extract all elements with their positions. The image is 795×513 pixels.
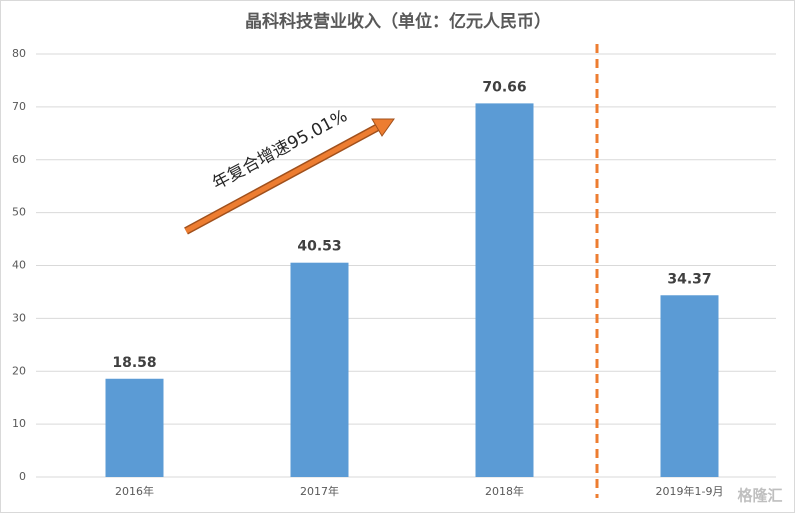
- x-tick-label: 2016年: [115, 484, 154, 498]
- y-tick-label: 50: [12, 206, 26, 219]
- y-tick-label: 40: [12, 259, 26, 272]
- y-tick-label: 0: [19, 470, 26, 483]
- watermark: 格隆汇: [737, 487, 782, 505]
- chart-title: 晶科科技营业收入（单位：亿元人民币）: [245, 11, 551, 32]
- x-tick-label: 2019年1-9月: [656, 484, 724, 498]
- data-label: 40.53: [297, 239, 341, 255]
- bar: [660, 295, 719, 477]
- data-label: 34.37: [667, 271, 711, 287]
- y-tick-label: 80: [12, 47, 26, 60]
- bar: [475, 103, 534, 477]
- data-label: 70.66: [482, 79, 526, 95]
- y-tick-label: 70: [12, 100, 26, 113]
- y-tick-label: 20: [12, 364, 26, 377]
- y-tick-label: 30: [12, 311, 26, 324]
- data-label: 18.58: [112, 355, 156, 371]
- y-tick-label: 60: [12, 153, 26, 166]
- x-tick-label: 2017年: [300, 484, 339, 498]
- growth-arrow: [184, 118, 395, 235]
- arrow-head: [371, 118, 395, 137]
- arrow-shaft: [184, 123, 382, 234]
- x-tick-label: 2018年: [485, 484, 524, 498]
- bar: [105, 378, 164, 477]
- bar: [290, 262, 349, 477]
- y-tick-label: 10: [12, 417, 26, 430]
